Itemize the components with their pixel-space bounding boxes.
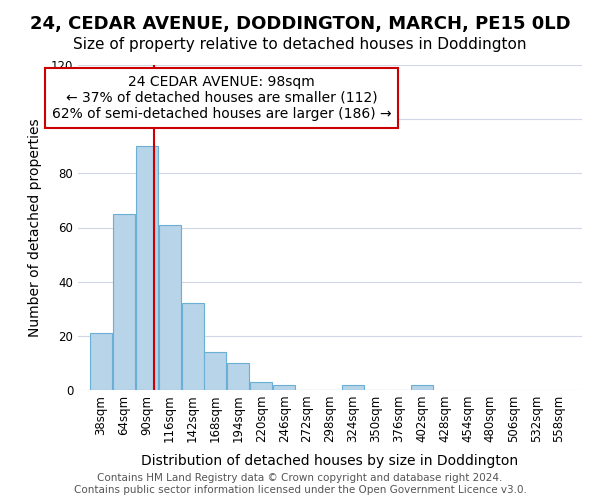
- Text: 24 CEDAR AVENUE: 98sqm
← 37% of detached houses are smaller (112)
62% of semi-de: 24 CEDAR AVENUE: 98sqm ← 37% of detached…: [52, 74, 391, 121]
- Bar: [273, 384, 295, 390]
- Text: Contains HM Land Registry data © Crown copyright and database right 2024.
Contai: Contains HM Land Registry data © Crown c…: [74, 474, 526, 495]
- Bar: [182, 304, 203, 390]
- Bar: [205, 352, 226, 390]
- Bar: [410, 384, 433, 390]
- Bar: [227, 363, 250, 390]
- X-axis label: Distribution of detached houses by size in Doddington: Distribution of detached houses by size …: [142, 454, 518, 468]
- Bar: [113, 214, 135, 390]
- Bar: [158, 225, 181, 390]
- Text: Size of property relative to detached houses in Doddington: Size of property relative to detached ho…: [73, 38, 527, 52]
- Bar: [250, 382, 272, 390]
- Text: 24, CEDAR AVENUE, DODDINGTON, MARCH, PE15 0LD: 24, CEDAR AVENUE, DODDINGTON, MARCH, PE1…: [29, 15, 571, 33]
- Bar: [342, 384, 364, 390]
- Y-axis label: Number of detached properties: Number of detached properties: [28, 118, 43, 337]
- Bar: [90, 333, 112, 390]
- Bar: [136, 146, 158, 390]
